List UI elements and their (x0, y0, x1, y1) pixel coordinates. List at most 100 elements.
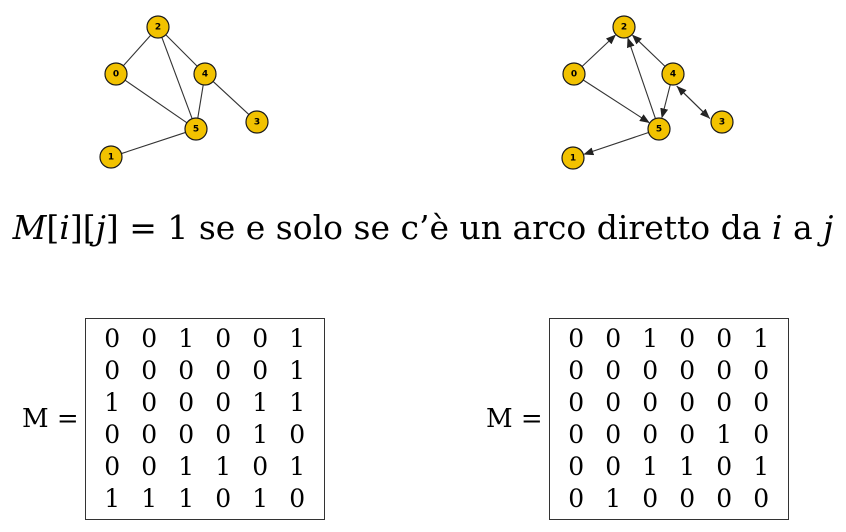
matrix-cell: 1 (679, 452, 696, 481)
node-label: 2 (621, 23, 627, 33)
matrix-cell: 1 (104, 388, 121, 417)
node-label: 0 (113, 70, 119, 80)
matrix-cell: 0 (568, 388, 585, 417)
matrix-cell: 0 (716, 484, 733, 513)
matrix-cell: 0 (141, 452, 158, 481)
node-label: 1 (570, 154, 576, 164)
matrix-cell: 0 (605, 388, 622, 417)
matrix-cell: 0 (215, 420, 232, 449)
matrix-cell: 1 (215, 452, 232, 481)
matrix-cell: 1 (289, 388, 306, 417)
node-2: 2 (146, 15, 170, 39)
edge-0-2 (122, 34, 152, 67)
edge-3-4 (676, 85, 711, 119)
matrix-cell: 1 (753, 452, 770, 481)
matrix-cell: 1 (289, 324, 306, 353)
matrix-cell: 1 (753, 324, 770, 353)
matrix-cell: 0 (252, 324, 269, 353)
edge-0-5 (124, 79, 188, 124)
node-circle (562, 62, 586, 86)
matrix-cell: 0 (104, 420, 121, 449)
node-circle (710, 110, 734, 134)
matrix-cell: 0 (104, 324, 121, 353)
node-5: 5 (184, 117, 208, 141)
matrix-cell: 1 (178, 484, 195, 513)
matrix-cell: 0 (753, 356, 770, 385)
matrix-cell: 0 (716, 324, 733, 353)
matrix-cell: 1 (716, 420, 733, 449)
matrix-cell: 0 (104, 356, 121, 385)
matrix-cell: 0 (215, 356, 232, 385)
node-label: 4 (202, 70, 208, 80)
node-label: 1 (108, 153, 114, 163)
node-circle (184, 117, 208, 141)
node-4: 4 (193, 62, 217, 86)
caption-m: M (12, 208, 47, 247)
matrix-cell: 0 (716, 452, 733, 481)
undirected-graph: 0 1 2 3 4 5 (99, 15, 269, 169)
matrix-cell: 1 (642, 324, 659, 353)
edge-0-5 (582, 79, 650, 124)
edge-2-5 (161, 37, 193, 119)
matrix-cell: 0 (568, 484, 585, 513)
node-circle (193, 62, 217, 86)
matrix-cell: 1 (178, 324, 195, 353)
matrix-cell: 0 (605, 420, 622, 449)
matrix-cell: 0 (642, 388, 659, 417)
graphs-figure: 0 1 2 3 4 5 0 1 2 3 4 5 (99, 15, 734, 170)
matrix-label: M = (486, 404, 543, 434)
matrix-cell: 0 (679, 356, 696, 385)
matrix-cell: 1 (252, 388, 269, 417)
matrix-cell: 0 (605, 452, 622, 481)
node-circle (99, 145, 123, 169)
node-label: 0 (571, 70, 577, 80)
caption-i-2: i (771, 208, 783, 247)
matrix-cell: 0 (605, 356, 622, 385)
matrix-cell: 1 (178, 452, 195, 481)
node-circle (146, 15, 170, 39)
matrix-cell: 1 (252, 484, 269, 513)
edge-4-5 (660, 84, 671, 119)
matrix-cell: 1 (104, 484, 121, 513)
edge-0-2 (581, 34, 616, 67)
edge-5-1 (583, 131, 649, 156)
caption-a: a (782, 208, 824, 247)
node-circle (245, 110, 269, 134)
matrix-cell: 0 (679, 388, 696, 417)
node-label: 4 (670, 70, 676, 80)
edge-4-2 (631, 34, 666, 67)
node-label: 5 (656, 125, 662, 135)
edge-5-2 (627, 37, 656, 119)
matrix-cell: 0 (215, 388, 232, 417)
matrix-cell: 1 (141, 484, 158, 513)
node-label: 5 (193, 125, 199, 135)
caption-j-2: j (823, 208, 834, 247)
matrix-cell: 0 (252, 452, 269, 481)
matrix-cell: 0 (642, 356, 659, 385)
matrix-cell: 0 (605, 324, 622, 353)
node-circle (612, 15, 636, 39)
node-label: 2 (155, 23, 161, 33)
matrix-cell: 0 (289, 484, 306, 513)
node-0: 0 (104, 62, 128, 86)
matrix-cell: 0 (679, 420, 696, 449)
node-circle (104, 62, 128, 86)
matrix-cell: 0 (141, 420, 158, 449)
node-circle (647, 117, 671, 141)
matrix-cell: 0 (716, 356, 733, 385)
matrix-cell: 0 (642, 484, 659, 513)
caption-text: = 1 se e solo se c’è un arco diretto da (118, 208, 772, 247)
matrix-cell: 0 (141, 388, 158, 417)
node-1: 1 (99, 145, 123, 169)
node-1: 1 (561, 146, 585, 170)
edge-4-5 (197, 84, 204, 119)
matrix-cell: 0 (178, 420, 195, 449)
matrix-cell: 0 (568, 452, 585, 481)
node-3: 3 (710, 110, 734, 134)
edge-4-3 (212, 81, 250, 115)
node-0: 0 (562, 62, 586, 86)
matrix-cell: 0 (679, 484, 696, 513)
